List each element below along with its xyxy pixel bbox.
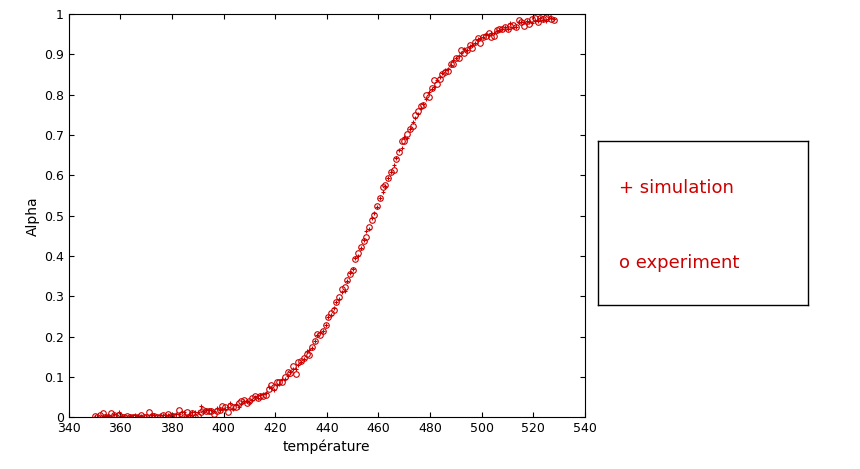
Y-axis label: Alpha: Alpha bbox=[26, 196, 40, 235]
X-axis label: température: température bbox=[283, 439, 371, 454]
Text: o experiment: o experiment bbox=[619, 254, 740, 272]
Text: + simulation: + simulation bbox=[619, 179, 734, 197]
